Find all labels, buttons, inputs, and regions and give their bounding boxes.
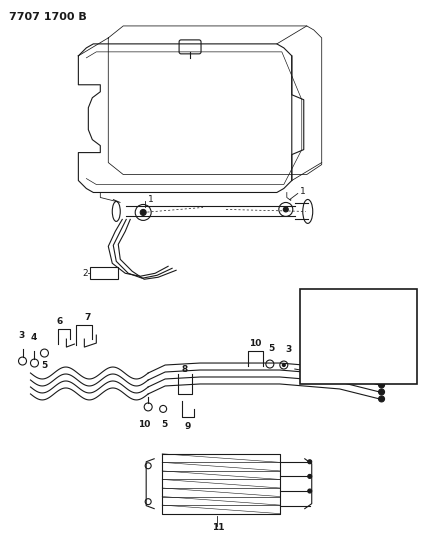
Text: 5: 5 (268, 344, 274, 352)
Bar (300, 289, 417, 384)
Text: 4: 4 (30, 333, 37, 342)
Text: 1: 1 (300, 187, 306, 196)
FancyBboxPatch shape (179, 40, 201, 54)
Text: 6: 6 (56, 317, 62, 326)
Circle shape (282, 364, 285, 367)
Circle shape (283, 207, 288, 212)
Circle shape (378, 389, 384, 395)
Text: 11: 11 (212, 523, 225, 532)
Ellipse shape (303, 199, 313, 223)
Text: 7: 7 (84, 313, 91, 321)
Text: 5: 5 (42, 360, 48, 369)
Circle shape (378, 396, 384, 402)
Text: 2-: 2- (82, 269, 91, 278)
Text: 10: 10 (249, 338, 261, 348)
Text: 12: 12 (310, 294, 323, 304)
Text: 8: 8 (181, 365, 187, 374)
Text: 7707 1700 B: 7707 1700 B (9, 12, 86, 22)
Circle shape (308, 489, 312, 493)
Text: 5: 5 (161, 421, 167, 430)
Ellipse shape (112, 201, 120, 221)
Circle shape (308, 460, 312, 464)
Circle shape (308, 474, 312, 479)
Text: 10: 10 (138, 421, 151, 430)
Text: 3: 3 (18, 330, 25, 340)
Text: 9: 9 (184, 422, 190, 431)
Circle shape (378, 375, 384, 381)
Text: 3: 3 (286, 344, 292, 353)
Bar (90, 267, 118, 279)
Circle shape (140, 209, 146, 215)
Circle shape (378, 382, 384, 388)
Text: 1: 1 (148, 195, 154, 204)
